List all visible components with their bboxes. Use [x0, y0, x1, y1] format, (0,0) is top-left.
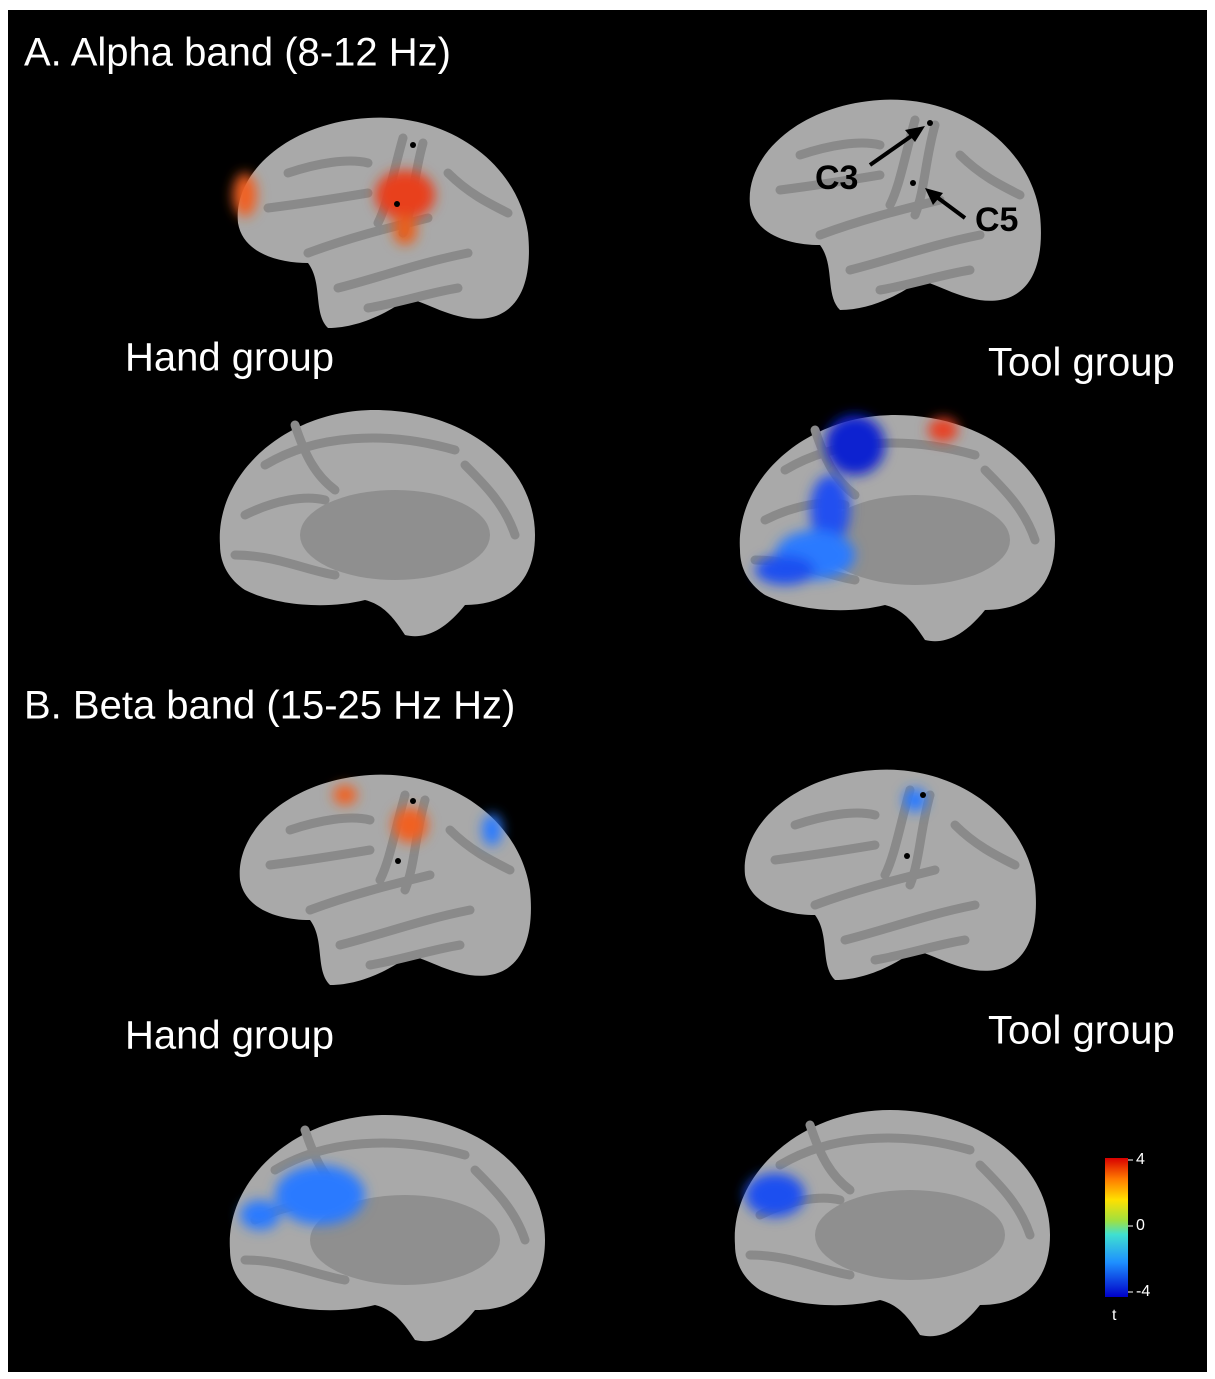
colorbar-tick-label: -4: [1136, 1283, 1150, 1300]
activation: [333, 785, 502, 846]
panel-title: A. Alpha band (8-12 Hz): [24, 31, 451, 75]
colorbar: t 4 0 -4: [1105, 1151, 1150, 1324]
colorbar-tick-label: 4: [1136, 1151, 1145, 1168]
colorbar-label: t: [1112, 1307, 1117, 1324]
colorbar-gradient: [1105, 1158, 1128, 1297]
activation: [903, 788, 927, 812]
activation: [745, 1173, 805, 1217]
activation: [755, 415, 958, 585]
activation: [233, 170, 435, 245]
activation: [240, 1165, 365, 1230]
panel-title: B. Beta band (15-25 Hz Hz): [24, 684, 515, 728]
group-label: Hand group: [125, 336, 334, 380]
group-label: Hand group: [125, 1014, 334, 1058]
group-label: Tool group: [988, 341, 1175, 385]
colorbar-tick-label: 0: [1136, 1217, 1145, 1234]
electrode-label: C3: [815, 159, 858, 197]
group-label: Tool group: [988, 1009, 1175, 1053]
electrode-label: C5: [975, 201, 1018, 239]
